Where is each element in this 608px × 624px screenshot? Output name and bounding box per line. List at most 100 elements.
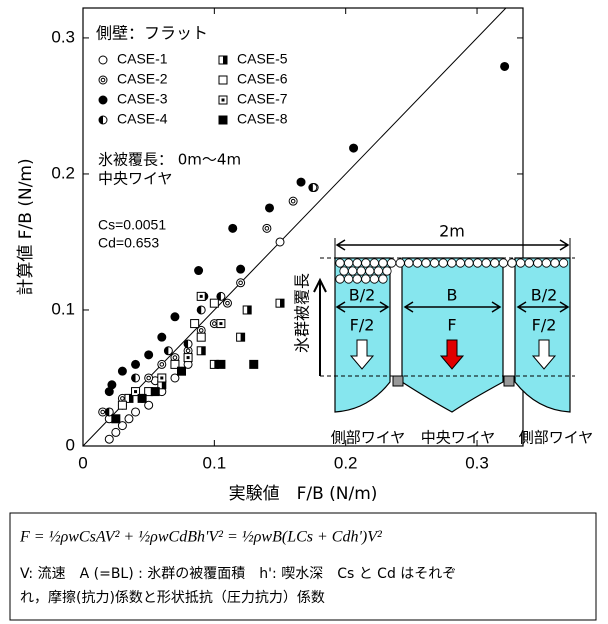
point <box>276 299 284 307</box>
cover-label: 氷群被覆長 <box>293 273 312 353</box>
ice-floe <box>465 259 473 267</box>
marker-shape <box>219 116 227 124</box>
marker-shape <box>289 197 297 205</box>
marker-shape <box>112 428 120 436</box>
legend-label: CASE-1 <box>117 51 168 67</box>
ice-floe <box>491 259 499 267</box>
x-axis-label: 実験値 F/B (N/m) <box>229 484 378 504</box>
ice-floe <box>336 259 344 267</box>
marker-shape <box>350 144 358 152</box>
x-tick-label: 0.3 <box>465 453 489 472</box>
x-tick-label: 0 <box>78 453 87 472</box>
formula: F = ½ρwCsAV² + ½ρwCdBh'V² = ½ρwB(LCs + C… <box>19 529 383 546</box>
marker-shape <box>229 224 237 232</box>
point <box>178 367 186 375</box>
marker-shape <box>501 62 509 70</box>
ice-floe <box>348 267 356 275</box>
page: 実験値 F/B (N/m) 計算値 F/B (N/m) 側壁：フラット 氷被覆長… <box>0 0 608 624</box>
legend-label: CASE-6 <box>237 71 288 87</box>
ice-floe <box>379 275 387 283</box>
note-line: れ，摩擦(抗力)係数と形状抵抗（圧力抗力）係数 <box>20 589 325 606</box>
ice-floe <box>559 259 567 267</box>
point <box>191 320 199 328</box>
point <box>145 351 153 359</box>
ice-floe <box>353 259 361 267</box>
ice-floe <box>405 259 413 267</box>
legend-label: CASE-8 <box>237 111 288 127</box>
marker-shape <box>237 279 245 287</box>
ice-floe <box>542 259 550 267</box>
marker-shape <box>145 351 153 359</box>
y-axis-label: 計算値 F/B (N/m) <box>16 158 36 295</box>
marker-shape <box>276 238 284 246</box>
ice-floe <box>482 259 490 267</box>
marker-shape <box>247 306 251 314</box>
point <box>118 367 126 375</box>
marker-shape <box>118 367 126 375</box>
point <box>263 224 271 232</box>
point <box>197 347 205 355</box>
marker-shape <box>99 56 107 64</box>
point <box>112 428 120 436</box>
ice-floe <box>370 275 378 283</box>
legend-label: CASE-2 <box>117 71 168 87</box>
wire-label: 側部ワイヤ <box>331 429 406 447</box>
legend-marker <box>99 76 107 84</box>
arrow <box>337 240 568 250</box>
wire <box>504 376 514 386</box>
marker-shape <box>241 333 245 341</box>
marker-shape <box>250 360 258 368</box>
marker-shape <box>105 435 113 443</box>
point <box>197 292 205 300</box>
ice-floe <box>534 259 542 267</box>
marker-shape <box>237 265 245 273</box>
f-label: F <box>447 316 456 335</box>
point <box>197 333 205 341</box>
point <box>151 388 159 396</box>
ice-floe <box>456 259 464 267</box>
point <box>132 408 140 416</box>
note-line: V: 流速 A (=BL) : 氷群の被覆面積 h': 喫水深 Cs と Cd … <box>20 566 456 582</box>
wire-label: 側部ワイヤ <box>519 429 594 447</box>
marker-shape <box>297 178 305 186</box>
ice-floe <box>362 275 370 283</box>
inset-diagram: 2m B/2 B B/2 F/2 F F/2 氷群被覆長 側部ワイヤ 中央ワイヤ… <box>293 222 594 447</box>
marker-shape <box>223 56 227 64</box>
point <box>229 224 237 232</box>
width-label: 2m <box>439 222 465 241</box>
wire <box>393 376 403 386</box>
point <box>217 360 225 368</box>
point <box>145 374 153 382</box>
point <box>289 197 297 205</box>
ice-floe <box>525 259 533 267</box>
ice-floe <box>366 267 374 275</box>
marker-shape <box>280 299 284 307</box>
marker-shape <box>210 299 218 307</box>
point <box>217 320 225 328</box>
point <box>297 178 305 186</box>
point <box>195 267 203 275</box>
f-label: F/2 <box>532 316 557 335</box>
ice-floe <box>508 259 516 267</box>
ice-floe <box>516 259 524 267</box>
ice-floe <box>370 259 378 267</box>
ice-floe <box>396 259 404 267</box>
point <box>118 401 126 409</box>
point <box>184 340 192 348</box>
marker-shape <box>132 360 140 368</box>
x-tick-label: 0.2 <box>334 453 358 472</box>
point <box>158 333 166 341</box>
marker-shape <box>99 76 107 84</box>
marker-shape <box>118 401 126 409</box>
point <box>112 415 120 423</box>
legend-marker <box>99 116 107 124</box>
point <box>276 238 284 246</box>
point <box>158 374 166 382</box>
ice-block <box>402 258 503 412</box>
annotation: Cs=0.0051 <box>98 217 166 233</box>
legend-marker <box>219 116 227 124</box>
ice-floe <box>383 267 391 275</box>
marker-shape <box>187 356 190 359</box>
ice-floe <box>387 259 395 267</box>
marker-shape <box>200 295 203 298</box>
